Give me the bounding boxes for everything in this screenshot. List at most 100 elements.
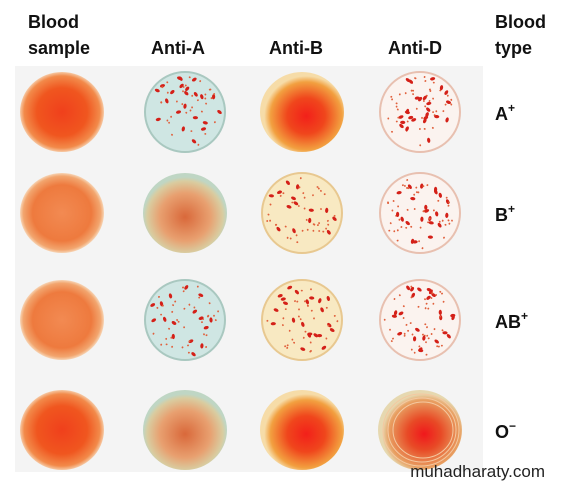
agglutinate bbox=[432, 302, 435, 305]
agglutinate bbox=[396, 108, 399, 111]
agglutinate bbox=[436, 345, 439, 348]
agglutinate bbox=[446, 100, 451, 104]
agglutinate bbox=[205, 346, 208, 348]
agglutinate bbox=[442, 300, 445, 303]
agglutinate bbox=[325, 337, 328, 340]
agglutinate bbox=[392, 337, 394, 340]
agglutinate bbox=[329, 328, 335, 333]
agglutinate bbox=[418, 240, 421, 243]
agglutinate bbox=[171, 333, 175, 340]
agglutinate bbox=[424, 323, 427, 326]
agglutinate bbox=[325, 227, 328, 230]
agglutinate bbox=[327, 223, 330, 226]
agglutinate bbox=[166, 119, 169, 122]
agglutinate bbox=[447, 219, 450, 222]
agglutinate bbox=[298, 186, 301, 189]
spot-base bbox=[379, 71, 461, 153]
agglutinate bbox=[182, 85, 185, 88]
agglutinate bbox=[446, 94, 449, 97]
agglutinate bbox=[296, 300, 299, 303]
spot-base bbox=[143, 173, 227, 253]
agglutinate bbox=[291, 196, 296, 201]
agglutinate bbox=[321, 345, 327, 350]
agglutinate bbox=[316, 333, 323, 338]
agglutinate bbox=[410, 225, 413, 228]
agglutinate bbox=[200, 110, 203, 113]
agglutinate bbox=[316, 186, 319, 188]
agglutinate bbox=[302, 192, 305, 195]
agglutinate bbox=[387, 117, 390, 120]
agglutinate bbox=[286, 236, 289, 239]
agglutinate bbox=[446, 333, 451, 339]
agglutinate bbox=[437, 199, 440, 202]
blood-group: B bbox=[495, 205, 508, 225]
agglutinate bbox=[168, 327, 171, 330]
agglutinate bbox=[268, 194, 274, 198]
agglutinate bbox=[412, 89, 415, 92]
test-spot bbox=[261, 172, 343, 254]
test-spot bbox=[261, 279, 343, 361]
agglutinate bbox=[320, 307, 324, 313]
agglutinate bbox=[440, 344, 443, 347]
column-header: Anti-B bbox=[269, 38, 323, 58]
agglutinate bbox=[286, 344, 289, 347]
agglutinate bbox=[200, 127, 207, 131]
agglutinate bbox=[432, 209, 435, 212]
agglutinate bbox=[413, 208, 416, 210]
agglutinate bbox=[152, 332, 155, 335]
agglutinate bbox=[406, 208, 409, 211]
agglutinate bbox=[423, 115, 429, 120]
agglutinate bbox=[318, 230, 321, 232]
agglutinate bbox=[161, 86, 164, 89]
agglutinate bbox=[390, 340, 393, 343]
agglutinate bbox=[199, 80, 202, 83]
agglutinate bbox=[171, 321, 177, 325]
agglutinate bbox=[293, 201, 299, 206]
agglutinate bbox=[165, 337, 168, 340]
agglutinate bbox=[217, 310, 220, 313]
agglutinate bbox=[426, 184, 429, 187]
agglutinate bbox=[427, 235, 433, 239]
agglutinate bbox=[415, 327, 420, 332]
agglutinate bbox=[427, 221, 430, 224]
agglutinate bbox=[425, 302, 428, 305]
agglutinate bbox=[171, 345, 174, 348]
agglutinate bbox=[162, 316, 167, 322]
agglutinate bbox=[316, 224, 319, 227]
agglutinate bbox=[432, 97, 435, 100]
agglutinate bbox=[408, 115, 414, 120]
agglutinate bbox=[301, 321, 305, 327]
agglutinate bbox=[286, 346, 289, 349]
agglutinate bbox=[410, 89, 413, 92]
agglutinate bbox=[438, 309, 442, 315]
agglutinate bbox=[287, 285, 293, 290]
agglutinate bbox=[208, 302, 211, 305]
agglutinate bbox=[205, 334, 208, 337]
agglutinate bbox=[217, 109, 222, 115]
agglutinate bbox=[289, 237, 292, 240]
agglutinate bbox=[450, 103, 453, 106]
agglutinate bbox=[441, 219, 444, 222]
agglutinate bbox=[404, 92, 407, 95]
agglutinate bbox=[190, 130, 193, 133]
agglutinate bbox=[312, 194, 314, 197]
agglutinate bbox=[433, 328, 436, 331]
agglutinate bbox=[404, 110, 410, 115]
agglutinate bbox=[308, 217, 312, 224]
test-spot bbox=[144, 279, 226, 361]
test-spot bbox=[260, 390, 344, 470]
agglutinate bbox=[168, 121, 171, 124]
agglutinate bbox=[424, 307, 427, 310]
agglutinate bbox=[430, 333, 433, 335]
agglutinate bbox=[434, 114, 440, 119]
agglutinate bbox=[448, 201, 451, 204]
column-header: Blood bbox=[28, 12, 79, 32]
agglutinate bbox=[439, 290, 442, 293]
agglutinate bbox=[391, 130, 393, 133]
agglutinate bbox=[214, 319, 217, 322]
agglutinate bbox=[421, 333, 424, 336]
agglutinate bbox=[425, 353, 428, 356]
agglutinate bbox=[273, 308, 279, 312]
agglutinate bbox=[211, 94, 216, 100]
agglutinate bbox=[387, 202, 390, 205]
